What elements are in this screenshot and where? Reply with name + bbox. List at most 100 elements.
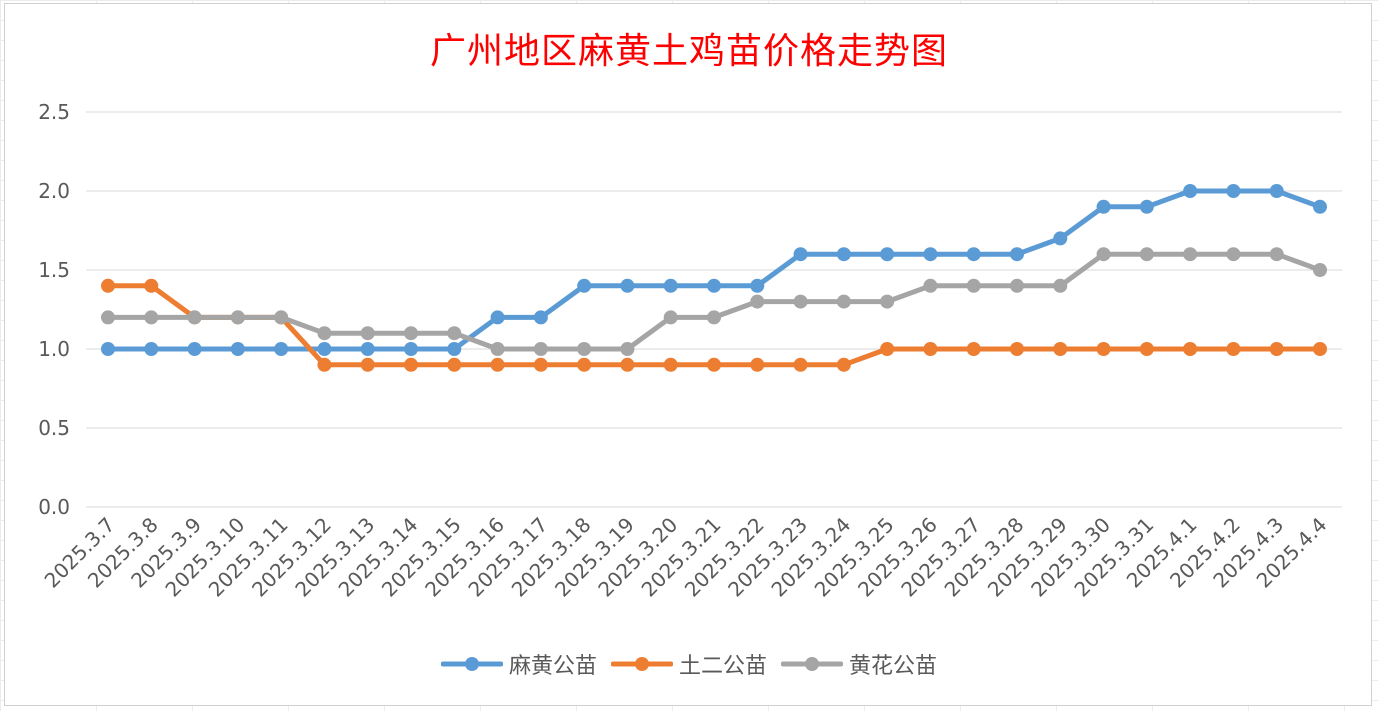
legend-item-series-2[interactable]: 黄花公苗	[781, 648, 937, 680]
data-point-s2-0	[101, 310, 115, 325]
legend-item-series-0[interactable]: 麻黄公苗	[440, 648, 597, 680]
legend-swatch-series-2	[781, 657, 843, 671]
data-point-s2-14	[707, 310, 721, 325]
legend-label-series-0: 麻黄公苗	[508, 654, 597, 679]
data-point-s0-26	[1226, 184, 1241, 198]
chart-legend: 麻黄公苗 土二公苗 黄花公苗	[0, 648, 1378, 680]
data-point-s2-13	[663, 310, 678, 325]
data-point-s0-21	[1010, 247, 1024, 262]
data-point-s2-26	[1226, 247, 1241, 262]
data-point-s2-9	[490, 342, 505, 356]
data-point-s2-20	[966, 278, 981, 293]
data-point-s1-8	[447, 357, 462, 372]
data-point-s0-11	[577, 278, 592, 293]
data-point-s1-25	[1183, 342, 1198, 356]
data-point-s0-6	[360, 342, 375, 356]
legend-label-series-2: 黄花公苗	[849, 654, 938, 679]
data-point-s0-3	[230, 342, 245, 356]
legend-item-series-1[interactable]: 土二公苗	[610, 648, 767, 680]
data-point-s2-6	[360, 326, 375, 341]
data-point-s0-22	[1053, 231, 1068, 246]
data-point-s1-19	[923, 342, 938, 356]
data-point-s2-3	[230, 310, 245, 325]
data-point-s2-11	[577, 342, 592, 356]
data-point-s1-21	[1010, 342, 1024, 356]
data-point-s0-14	[707, 278, 721, 293]
data-point-s2-19	[923, 278, 938, 293]
data-point-s2-17	[836, 294, 851, 309]
data-point-s2-10	[533, 342, 548, 356]
data-point-s1-16	[793, 357, 808, 372]
data-point-s0-15	[750, 278, 765, 293]
data-point-s0-25	[1183, 184, 1198, 198]
data-point-s0-23	[1096, 199, 1111, 214]
data-point-s1-9	[490, 357, 505, 372]
data-point-s1-13	[663, 357, 678, 372]
data-point-s0-28	[1313, 199, 1327, 214]
data-point-s2-22	[1053, 278, 1068, 293]
legend-swatch-series-1	[610, 657, 673, 671]
data-point-s1-5	[317, 357, 332, 372]
data-point-s2-27	[1269, 247, 1284, 262]
chart-title: 广州地区麻黄土鸡苗价格走势图	[429, 31, 948, 72]
data-point-s0-4	[274, 342, 289, 356]
data-point-s0-20	[966, 247, 981, 262]
data-point-s2-12	[620, 342, 635, 356]
data-point-s1-10	[533, 357, 548, 372]
data-point-s0-5	[317, 342, 332, 356]
data-point-s2-28	[1313, 263, 1327, 277]
series-line-2	[105, 251, 1323, 352]
data-point-s2-1	[144, 310, 159, 325]
data-point-s0-16	[793, 247, 808, 262]
data-point-s2-23	[1096, 247, 1111, 262]
y-tick-label-4: 2.0	[38, 179, 70, 203]
data-point-s1-24	[1139, 342, 1154, 356]
y-tick-label-1: 0.5	[38, 416, 70, 440]
data-point-s2-2	[187, 310, 202, 325]
data-point-s0-19	[923, 247, 938, 262]
data-point-s0-18	[880, 247, 895, 262]
data-point-s0-1	[144, 342, 159, 356]
data-point-s1-15	[750, 357, 765, 372]
data-point-s2-7	[404, 326, 418, 341]
legend-label-series-1: 土二公苗	[678, 654, 767, 679]
data-point-s1-12	[620, 357, 635, 372]
data-point-s2-5	[317, 326, 332, 341]
data-point-s1-22	[1053, 342, 1068, 356]
data-point-s0-2	[187, 342, 202, 356]
data-point-s1-11	[577, 357, 592, 372]
data-point-s2-18	[880, 294, 895, 309]
data-point-s0-7	[404, 342, 418, 356]
legend-swatch-series-0	[440, 657, 503, 671]
data-point-s1-23	[1096, 342, 1111, 356]
data-point-s0-17	[836, 247, 851, 262]
data-point-s2-4	[274, 310, 289, 325]
data-point-s1-17	[836, 357, 851, 372]
y-tick-label-5: 2.5	[38, 100, 70, 124]
data-point-s2-16	[793, 294, 808, 309]
data-point-s0-8	[447, 342, 462, 356]
y-tick-label-3: 1.5	[38, 258, 70, 282]
data-point-s0-9	[490, 310, 505, 325]
data-point-s2-24	[1139, 247, 1154, 262]
data-point-s2-21	[1010, 278, 1024, 293]
y-tick-label-0: 0.0	[38, 495, 70, 519]
data-point-s0-10	[533, 310, 548, 325]
data-point-s1-14	[707, 357, 721, 372]
data-point-s1-27	[1269, 342, 1284, 356]
data-point-s1-7	[404, 357, 418, 372]
data-point-s1-20	[966, 342, 981, 356]
data-point-s1-0	[101, 278, 115, 293]
data-point-s0-24	[1139, 199, 1154, 214]
data-point-s1-18	[880, 342, 895, 356]
y-tick-label-2: 1.0	[38, 337, 70, 361]
series-line-1	[105, 283, 1323, 368]
data-point-s2-8	[447, 326, 462, 341]
data-point-s2-25	[1183, 247, 1198, 262]
data-point-s1-28	[1313, 342, 1327, 356]
data-point-s0-27	[1269, 184, 1284, 198]
data-point-s0-0	[101, 342, 115, 356]
data-point-s1-26	[1226, 342, 1241, 356]
data-point-s2-15	[750, 294, 765, 309]
